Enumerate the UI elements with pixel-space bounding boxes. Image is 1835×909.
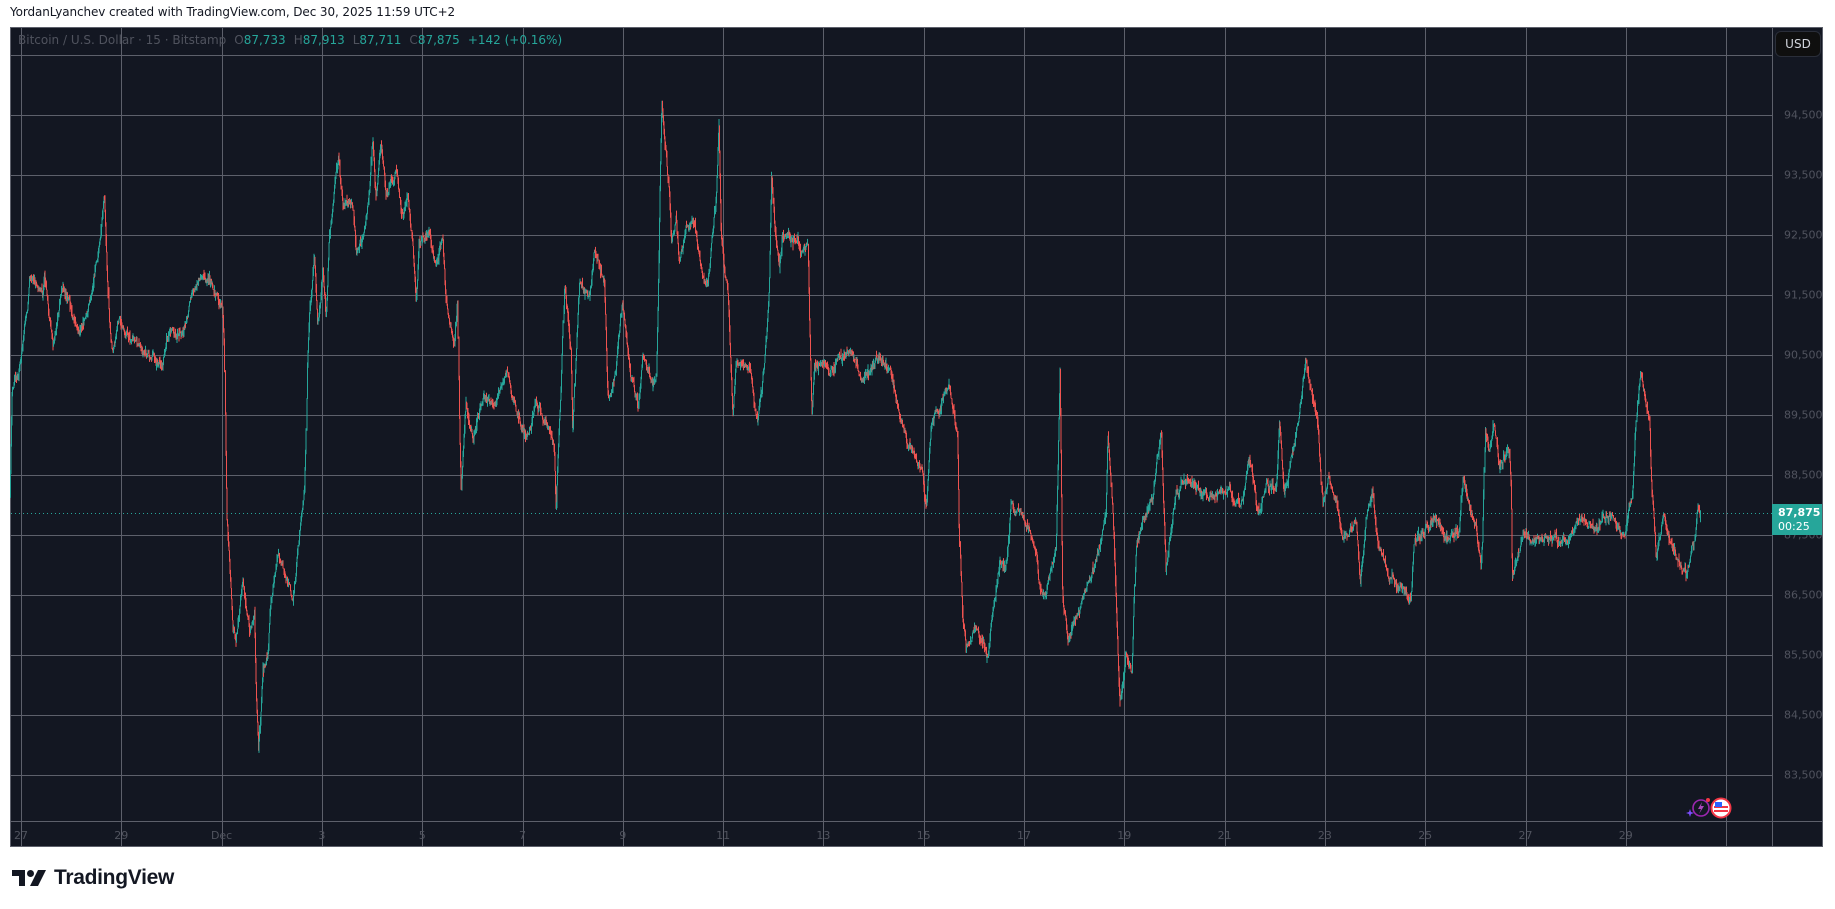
price-tick-label: 93,500 (1784, 168, 1823, 182)
high-label: H (293, 33, 303, 47)
time-tick-label: 19 (1117, 829, 1132, 842)
chart-credit: YordanLyanchev created with TradingView.… (10, 5, 456, 19)
price-tick-label: 94,500 (1784, 108, 1823, 122)
tradingview-wordmark: TradingView (54, 866, 175, 889)
time-tick-label: 5 (418, 829, 426, 842)
price-tick-label: 85,500 (1784, 648, 1823, 662)
time-tick-label: 9 (619, 829, 627, 842)
open-label: O (234, 33, 244, 47)
time-tick-label: Dec (210, 829, 233, 842)
grid-lines (11, 28, 1772, 847)
price-tick-label: 91,500 (1784, 288, 1823, 302)
close-label: C (409, 33, 418, 47)
low-value: 87,711 (359, 33, 402, 47)
price-tick-label: 84,500 (1784, 708, 1823, 722)
high-value: 87,913 (302, 33, 345, 47)
bar-countdown: 00:25 (1778, 520, 1810, 533)
chart-pane[interactable] (10, 27, 1823, 847)
time-tick-label: 17 (1017, 829, 1031, 842)
tradingview-logo[interactable]: TradingView (12, 866, 174, 890)
tradingview-mark-icon (12, 870, 46, 886)
price-tick-label: 92,500 (1784, 228, 1823, 242)
price-tick-label: 88,500 (1784, 468, 1823, 482)
price-tick-label: 89,500 (1784, 408, 1823, 422)
price-tick-label: 90,500 (1784, 348, 1823, 362)
symbol-title[interactable]: Bitcoin / U.S. Dollar · 15 · Bitstamp (18, 33, 227, 47)
time-tick-label: 23 (1317, 829, 1332, 842)
last-price-value: 87,875 (1778, 506, 1821, 519)
time-tick-label: 27 (14, 829, 28, 842)
last-price-tag: 87,875 00:25 (1772, 504, 1822, 535)
us-flag-icon[interactable] (1710, 797, 1732, 819)
open-value: 87,733 (243, 33, 286, 47)
price-tick-label: 86,500 (1784, 588, 1823, 602)
close-value: 87,875 (417, 33, 460, 47)
time-tick-label: 21 (1217, 829, 1232, 842)
low-label: L (352, 33, 360, 47)
candles (10, 100, 1701, 753)
time-tick-label: 13 (816, 829, 831, 842)
time-tick-label: 29 (114, 829, 129, 842)
currency-button[interactable]: USD (1775, 31, 1821, 57)
time-tick-label: 25 (1418, 829, 1433, 842)
time-tick-label: 29 (1618, 829, 1633, 842)
time-tick-label: 7 (519, 829, 526, 842)
lightning-sparkle-icon[interactable] (1686, 796, 1712, 820)
time-tick-label: 15 (916, 829, 931, 842)
time-tick-label: 27 (1518, 829, 1533, 842)
price-tick-label: 83,500 (1784, 768, 1823, 782)
change-value: +142 (+0.16%) (467, 33, 563, 47)
time-tick-label: 11 (716, 829, 731, 842)
time-tick-label: 3 (318, 829, 326, 842)
